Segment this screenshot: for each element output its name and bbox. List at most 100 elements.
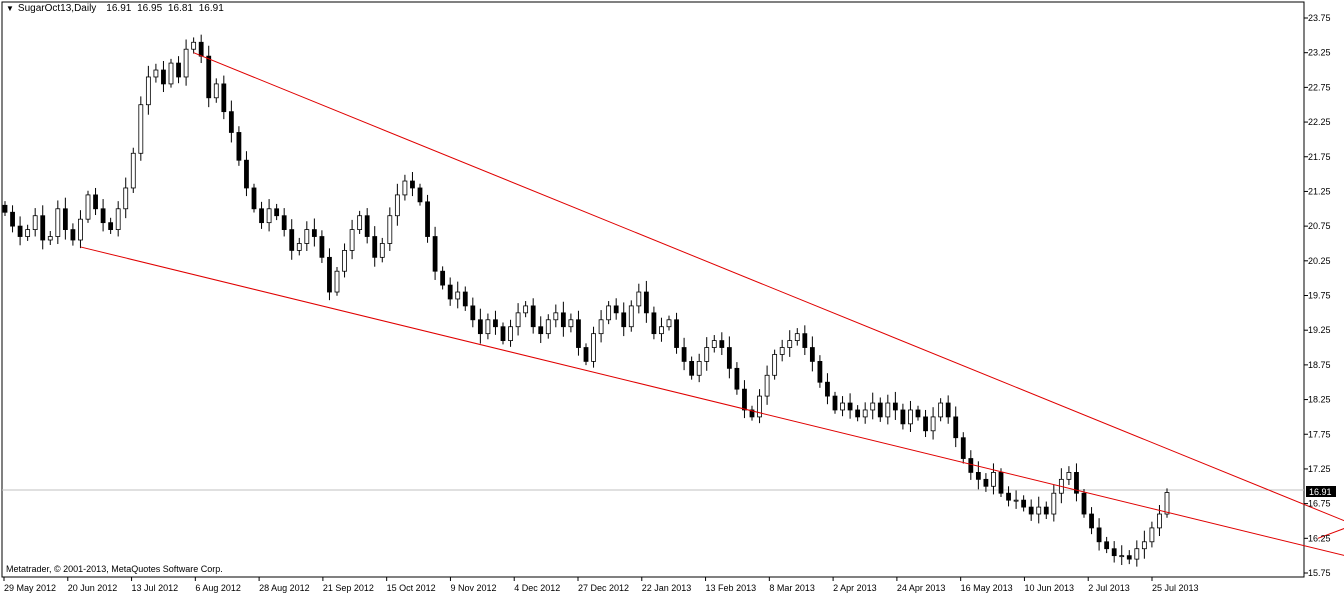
candle-body [734, 367, 740, 390]
candle-body [1074, 472, 1079, 494]
candle-body [636, 291, 642, 307]
candle-body [523, 305, 529, 314]
y-tick-label: 22.25 [1308, 117, 1331, 127]
candle-body [1081, 492, 1087, 515]
candle-body [817, 361, 823, 383]
candle-body [749, 409, 755, 418]
candle-body [47, 236, 53, 241]
candle-body [379, 243, 385, 258]
x-tick-label: 21 Sep 2012 [323, 583, 374, 593]
candle-body [191, 41, 197, 50]
candle-body [689, 361, 695, 376]
candle-body [1164, 492, 1170, 515]
candle-body [251, 187, 257, 210]
candle-body [244, 159, 249, 189]
candle-body [870, 402, 876, 411]
candle-body [591, 333, 596, 362]
candle-body [794, 333, 800, 341]
candle-body [772, 354, 778, 376]
candle-body [606, 305, 612, 321]
symbol-label: SugarOct13,Daily [17, 3, 97, 14]
candle-body [983, 478, 989, 487]
triangle-down-icon[interactable]: ▼ [6, 3, 14, 13]
candle-body [259, 208, 264, 224]
candle-body [1051, 492, 1057, 515]
candle-body [538, 326, 544, 335]
y-tick-label: 15.75 [1308, 568, 1331, 578]
candle-body [1036, 506, 1042, 515]
candle-body [877, 402, 883, 418]
candle-body [311, 229, 317, 237]
candle-body [908, 409, 913, 425]
candle-body [440, 270, 446, 286]
candle-body [266, 208, 272, 224]
candle-body [938, 402, 944, 418]
candle-body [296, 243, 302, 251]
price-axis: 23.75 23.25 22.75 22.25 21.75 21.25 20.75 20.25… [1304, 13, 1331, 578]
candle-body [674, 319, 679, 348]
candle-body [342, 250, 347, 272]
candle-body [508, 326, 513, 341]
candle-body [115, 208, 121, 230]
candle-body [515, 312, 521, 328]
candle-body [885, 402, 891, 418]
candle-body [915, 409, 921, 418]
candle-body [417, 187, 423, 203]
candle-body [432, 236, 438, 272]
candle-body [832, 395, 838, 411]
candle-body [447, 284, 453, 300]
candle-body [85, 194, 91, 220]
y-tick-label: 19.75 [1308, 291, 1331, 301]
high-value: 16.95 [137, 3, 163, 14]
candle-body [757, 395, 762, 418]
candle-body [161, 69, 166, 85]
candle-body [621, 312, 627, 328]
candle-body [840, 402, 845, 411]
x-tick-label: 25 Jul 2013 [1152, 583, 1199, 593]
y-tick-label: 17.75 [1308, 429, 1331, 439]
candle-body [304, 229, 310, 244]
candle-body [930, 416, 936, 432]
trendline [193, 52, 1344, 522]
candle-body [681, 347, 687, 362]
copyright-text: Metatrader, © 2001-2013, MetaQuotes Soft… [6, 564, 223, 574]
x-tick-label: 20 Jun 2012 [68, 583, 118, 593]
y-tick-label: 23.25 [1308, 48, 1331, 58]
x-tick-label: 24 Apr 2013 [897, 583, 946, 593]
candle-body [357, 215, 363, 230]
candle-body [100, 208, 106, 224]
candle-body [553, 312, 559, 321]
candle-body [704, 347, 710, 362]
plot-area [1, 1, 1305, 578]
candle-body [327, 256, 332, 293]
candle-body [153, 69, 159, 78]
x-tick-label: 2 Jul 2013 [1088, 583, 1130, 593]
candle-body [334, 270, 340, 293]
candle-body [1111, 548, 1117, 557]
x-tick-label: 22 Jan 2013 [642, 583, 692, 593]
candle-body [659, 326, 664, 335]
candle-body [545, 319, 551, 335]
y-tick-label: 17.25 [1308, 464, 1331, 474]
candle-body [410, 180, 415, 189]
y-tick-label: 16.75 [1308, 499, 1331, 509]
y-tick-label: 18.25 [1308, 395, 1331, 405]
y-tick-label: 16.25 [1308, 533, 1331, 543]
candle-body [40, 215, 46, 241]
candle-body [968, 458, 974, 473]
candle-body [1126, 555, 1132, 560]
x-tick-label: 16 May 2013 [961, 583, 1013, 593]
candle-body [349, 229, 355, 251]
candle-body [1006, 492, 1011, 501]
candle-body [364, 215, 370, 237]
candle-body [1149, 527, 1155, 543]
chart-header: ▼ SugarOct13,Daily 16.91 16.95 16.81 16.… [6, 3, 227, 14]
candle-body [892, 402, 898, 411]
candle-body [289, 229, 295, 251]
candle-body [17, 225, 23, 237]
trendline [80, 246, 1344, 556]
candle-body [145, 76, 151, 106]
candle-body [462, 291, 468, 307]
candle-body [70, 229, 76, 241]
open-value: 16.91 [106, 3, 132, 14]
